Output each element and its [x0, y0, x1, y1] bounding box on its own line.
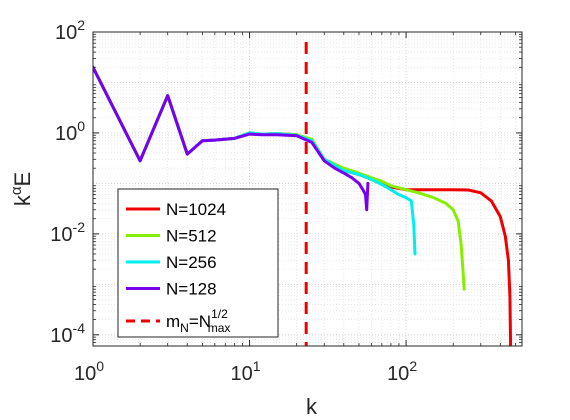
x-tick-base: 10 [74, 363, 96, 385]
y-tick-exponent: 0 [77, 118, 85, 134]
legend: N=1024 N=512 N=256 N=128 mN=N1/2 max [117, 188, 279, 338]
y-tick-exponent: -4 [73, 320, 86, 336]
y-tick-base: 10 [55, 22, 77, 44]
y-tick-label: 10-4 [50, 320, 85, 347]
y-tick-exponent: 2 [77, 17, 85, 33]
legend-ref-eq: =N [189, 312, 211, 331]
y-axis-label: kαE [8, 172, 35, 206]
x-tick-base: 10 [231, 363, 253, 385]
legend-label: N=1024 [166, 200, 226, 219]
y-label-rest: E [10, 172, 35, 187]
x-tick-label: 101 [231, 358, 261, 385]
x-tick-label: 100 [74, 358, 104, 385]
legend-label: N=128 [166, 280, 217, 299]
legend-ref-sup: 1/2 [211, 307, 228, 321]
y-tick-base: 10 [55, 123, 77, 145]
x-tick-base: 10 [387, 363, 409, 385]
data-series [93, 42, 513, 346]
legend-ref-sub: N [180, 321, 189, 335]
y-tick-label: 102 [55, 17, 85, 44]
y-tick-exponent: -2 [73, 219, 86, 235]
y-tick-base: 10 [50, 224, 72, 246]
legend-label: N=256 [166, 253, 217, 272]
y-label-base: k [10, 194, 35, 206]
y-tick-label: 10-2 [50, 219, 85, 246]
series-group [93, 42, 513, 346]
x-tick-exponent: 1 [253, 358, 261, 374]
axes-box [92, 31, 523, 347]
y-tick-label: 100 [55, 118, 85, 145]
legend-ref-base: m [166, 312, 180, 331]
y-label-superscript: α [8, 186, 25, 195]
x-tick-exponent: 2 [409, 358, 417, 374]
legend-label-reference: mN=N1/2 max [166, 307, 230, 335]
legend-ref-subscript: max [208, 321, 231, 335]
legend-label: N=512 [166, 227, 217, 246]
series-line-n128 [93, 65, 370, 212]
x-axis-label: k [306, 394, 318, 419]
x-tick-exponent: 0 [96, 358, 104, 374]
y-tick-base: 10 [50, 325, 72, 347]
x-tick-label: 102 [387, 358, 417, 385]
